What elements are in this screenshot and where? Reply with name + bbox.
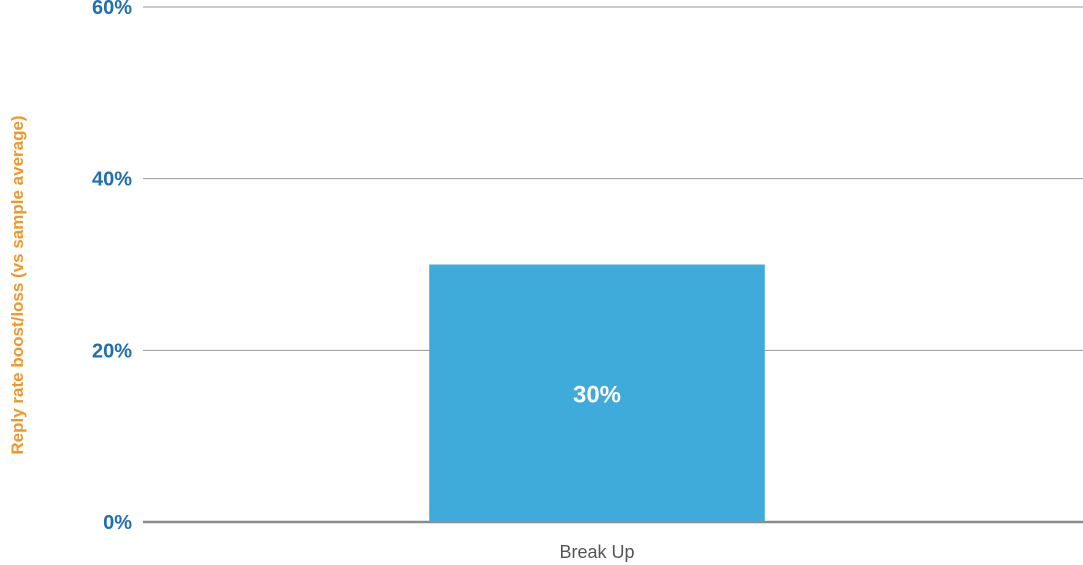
bars — [429, 264, 765, 522]
y-axis-title: Reply rate boost/loss (vs sample average… — [8, 115, 27, 455]
y-tick-labels: 0% 20% 40% 60% — [92, 0, 132, 534]
x-tick-labels: Break Up — [559, 542, 634, 562]
data-label: 30% — [573, 381, 621, 408]
y-tick-label-0: 0% — [103, 512, 132, 534]
y-axis-title-container: Reply rate boost/loss (vs sample average… — [0, 0, 36, 565]
data-labels: 30% — [573, 381, 621, 408]
y-tick-label-20: 20% — [92, 340, 132, 362]
x-tick-label: Break Up — [559, 542, 634, 562]
y-tick-label-60: 60% — [92, 0, 132, 19]
y-tick-label-40: 40% — [92, 169, 132, 191]
bar-break-up — [429, 264, 765, 522]
